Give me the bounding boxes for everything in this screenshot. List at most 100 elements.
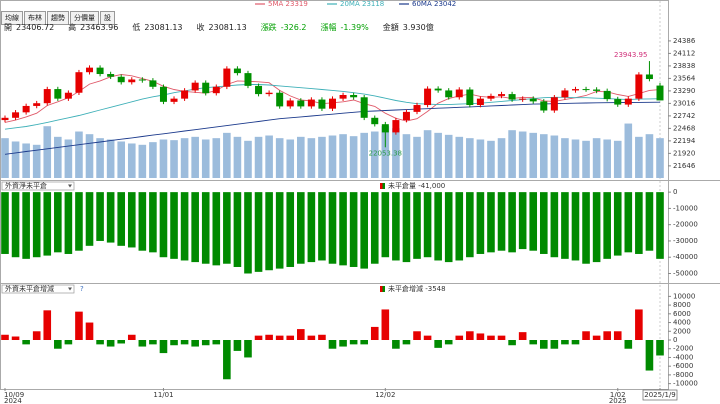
volume-bar — [22, 143, 30, 178]
bar — [244, 192, 252, 274]
bar — [96, 340, 104, 345]
candle-body — [614, 99, 622, 105]
bar — [117, 340, 126, 344]
volume-bar — [392, 128, 400, 178]
bar — [286, 192, 295, 267]
bar — [307, 335, 316, 340]
bar — [455, 335, 464, 340]
candle-body — [233, 68, 241, 74]
bar — [201, 340, 210, 346]
legend-swatch — [380, 183, 383, 189]
candle-body — [64, 92, 72, 99]
bar — [423, 192, 432, 258]
tab[interactable]: 趨勢 — [47, 11, 69, 25]
volume-bar — [223, 132, 231, 178]
bar — [254, 335, 263, 340]
bar — [212, 192, 221, 266]
bar — [508, 192, 516, 253]
candle-body — [350, 95, 358, 98]
volume-bar — [286, 139, 295, 178]
legend-entry: 20MA 23118 — [340, 0, 384, 8]
bar — [138, 340, 147, 347]
selector-label[interactable]: 外資未平倉增減 — [5, 284, 54, 293]
candle-body — [149, 80, 157, 87]
bar — [656, 192, 664, 259]
tab[interactable]: 布林 — [24, 11, 46, 25]
bar — [402, 192, 411, 263]
legend-value: -41,000 — [418, 182, 445, 190]
bar — [561, 192, 569, 259]
x-tick-label: 10/09 — [4, 391, 24, 399]
bar — [603, 331, 611, 340]
candle-body — [318, 99, 326, 109]
volume-bar — [466, 138, 474, 178]
volume-bar — [603, 139, 611, 178]
legend-entry: 未平倉增減 -3548 — [388, 284, 446, 293]
candle-body — [656, 85, 664, 101]
legend-name: 未平倉量 — [388, 181, 416, 190]
tab[interactable]: 均線 — [1, 11, 23, 25]
bar — [349, 340, 358, 345]
bar — [339, 340, 347, 347]
selector-label[interactable]: 外資淨未平倉 — [5, 181, 47, 190]
y-tick-label: -2000 — [673, 345, 693, 353]
bar — [497, 192, 506, 251]
bar — [106, 340, 115, 347]
candle-body — [593, 89, 601, 91]
bar — [529, 192, 538, 251]
candle-body — [392, 120, 400, 133]
volume-bar — [487, 140, 495, 178]
volume-bar — [624, 123, 633, 178]
bar — [180, 340, 189, 345]
candle-body — [54, 89, 62, 99]
selector-arrow — [68, 287, 72, 291]
volume-bar — [96, 138, 104, 178]
quote-item: 低 23081.13 — [132, 23, 186, 32]
quote-label: 開 — [4, 23, 12, 32]
candle-body — [12, 112, 20, 118]
volume-bar — [571, 139, 580, 178]
help-icon: ? — [80, 285, 84, 293]
candle-body — [297, 100, 305, 107]
candle-body — [498, 94, 506, 96]
bar — [635, 309, 643, 340]
volume-bar — [328, 135, 337, 178]
volume-bar — [159, 139, 168, 178]
selector-box[interactable] — [1, 284, 75, 294]
candle-body — [487, 95, 495, 99]
candle-body — [624, 98, 632, 105]
bar — [138, 192, 147, 251]
volume-bar — [307, 138, 316, 178]
bar — [550, 192, 559, 258]
volume-bar — [244, 140, 252, 178]
bar — [212, 340, 221, 345]
quote-label: 收 — [196, 23, 205, 32]
candle-body — [96, 67, 104, 75]
x-tick-label: 11/01 — [153, 391, 173, 399]
candle-body — [138, 79, 146, 81]
tab[interactable]: 分價量 — [70, 11, 99, 25]
y-tick-label: 24386 — [673, 37, 696, 45]
bar — [32, 331, 41, 340]
bar — [392, 340, 400, 349]
candle-body — [181, 90, 189, 99]
selector-box[interactable] — [1, 181, 75, 191]
volume-bar — [360, 132, 368, 178]
y-tick-label: -10000 — [673, 204, 698, 212]
low-annotation: 22053.38 — [369, 149, 402, 157]
volume-bar — [64, 139, 73, 178]
bar — [370, 326, 379, 340]
x-tick-label: 2025/1/9 — [644, 391, 675, 399]
tab[interactable]: 設 — [100, 11, 115, 25]
bar — [275, 335, 284, 340]
bar — [127, 334, 136, 340]
candle-body — [540, 101, 548, 111]
volume-bar — [645, 134, 654, 178]
legend-swatch — [382, 286, 385, 292]
bar — [64, 192, 73, 254]
bar — [434, 192, 442, 261]
volume-bar — [518, 131, 527, 178]
quote-item: 金額 3.930億 — [383, 23, 438, 32]
toolbar: 均線 布林 趨勢 分價量 設 — [1, 11, 115, 25]
